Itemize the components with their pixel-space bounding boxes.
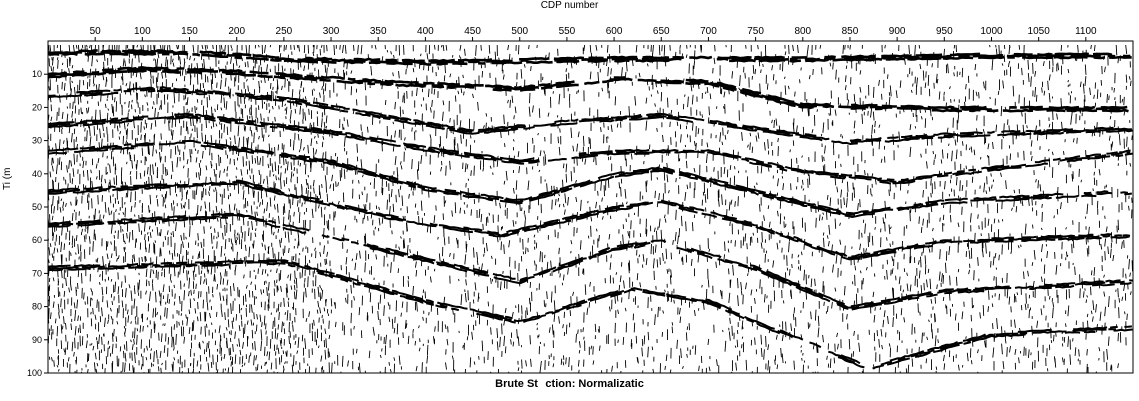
reflector-band [48, 181, 1131, 259]
y-tick-label: 70 [32, 268, 42, 278]
reflector-band [48, 52, 1132, 66]
reflector-R1 [48, 49, 1132, 66]
x-tick-label: 700 [700, 26, 717, 37]
x-tick-label: 450 [464, 26, 481, 37]
reflector-band [48, 212, 1133, 308]
reflector-R2 [48, 67, 1131, 111]
reflector-band [48, 115, 1133, 185]
x-tick-label: 600 [606, 26, 623, 37]
reflector-R3 [48, 86, 1133, 146]
x-tick-label: 400 [417, 26, 434, 37]
y-tick-label: 40 [32, 169, 42, 179]
x-tick-label: 350 [370, 26, 387, 37]
chart-title: Brute St ction: Normalizatic [495, 378, 644, 390]
reflector-band [48, 67, 1121, 111]
reflector-band [48, 216, 1132, 311]
reflector-R5 [48, 139, 1133, 219]
x-tick-label: 1100 [1075, 26, 1097, 37]
x-tick-label: 500 [511, 26, 528, 37]
plot-frame [47, 40, 1134, 374]
y-axis-label: Ti (m [2, 167, 13, 190]
reflector-band [48, 89, 1133, 146]
x-tick-label: 650 [653, 26, 670, 37]
reflector-band [48, 114, 1131, 183]
reflector-band [48, 182, 1130, 261]
x-tick-label: 900 [889, 26, 906, 37]
trace-texture [48, 44, 1133, 373]
y-tick-label: 20 [32, 102, 42, 112]
reflector-R6 [48, 179, 1131, 261]
reflector-band [48, 213, 1125, 309]
x-tick-label: 150 [181, 26, 198, 37]
x-tick-label: 1000 [980, 26, 1003, 37]
x-tick-label: 50 [90, 26, 102, 37]
x-axis-label: CDP number [540, 0, 599, 11]
reflector-R4 [48, 112, 1133, 185]
y-tick-label: 30 [32, 136, 42, 146]
x-tick-label: 100 [134, 26, 151, 37]
reflector-band [48, 262, 1133, 370]
reflector-R7 [48, 212, 1133, 311]
y-tick-label: 50 [32, 202, 42, 212]
y-tick-label: 10 [32, 69, 42, 79]
x-tick-label: 550 [559, 26, 576, 37]
y-tick-label: 100 [27, 368, 42, 378]
y-tick-label: 80 [32, 302, 42, 312]
x-tick-label: 300 [323, 26, 340, 37]
x-tick-label: 250 [276, 26, 293, 37]
x-tick-label: 850 [842, 26, 859, 37]
x-tick-label: 800 [794, 26, 811, 37]
reflector-band [48, 259, 1132, 365]
reflector-band [48, 139, 1109, 215]
x-tick-label: 200 [228, 26, 245, 37]
reflector-R8 [48, 259, 1133, 370]
reflector-band [48, 144, 1133, 219]
x-tick-label: 750 [747, 26, 764, 37]
y-tick-label: 90 [32, 335, 42, 345]
x-tick-label: 1050 [1028, 26, 1051, 37]
reflector-band [48, 50, 1131, 65]
x-tick-label: 950 [936, 26, 953, 37]
y-tick-label: 60 [32, 235, 42, 245]
